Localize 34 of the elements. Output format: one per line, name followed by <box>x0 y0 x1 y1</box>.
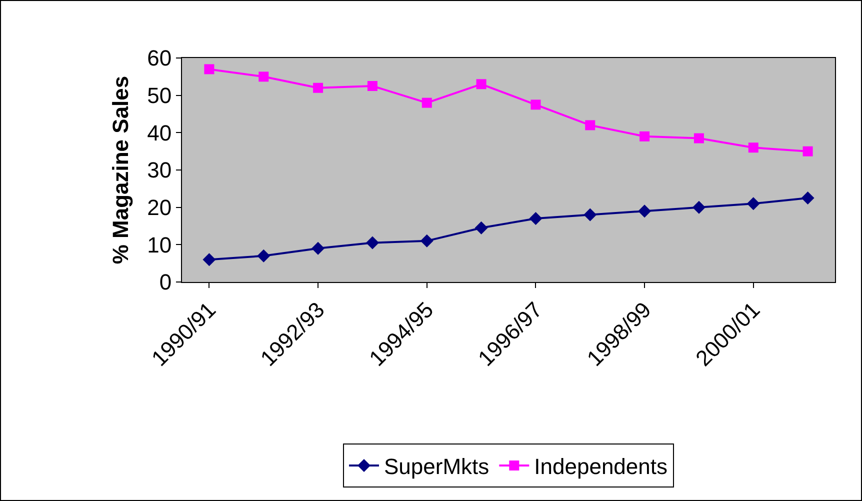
y-tick-label: 60 <box>147 46 172 71</box>
point <box>476 79 486 90</box>
point <box>801 192 814 204</box>
point <box>530 100 541 110</box>
point <box>529 212 542 226</box>
legend-label: SuperMkts <box>384 454 490 480</box>
y-tick-label: 10 <box>147 232 172 258</box>
y-tick-label: 20 <box>147 195 172 220</box>
point <box>638 204 652 218</box>
point <box>367 81 378 91</box>
y-tick-label: 30 <box>147 158 172 183</box>
y-tick-label: 50 <box>147 83 172 108</box>
point <box>202 253 216 266</box>
point <box>584 208 597 222</box>
point <box>640 131 650 142</box>
point <box>422 98 432 108</box>
point <box>802 146 813 156</box>
point <box>258 72 269 82</box>
y-axis-title: % Magazine Sales <box>108 76 133 264</box>
point <box>748 142 758 153</box>
point <box>312 242 325 255</box>
y-tick-label: 0 <box>159 270 172 295</box>
point <box>746 197 760 210</box>
point <box>585 120 596 130</box>
point <box>694 133 704 144</box>
point <box>257 249 270 262</box>
point <box>474 221 488 234</box>
point <box>313 82 324 93</box>
point <box>420 234 434 248</box>
y-tick-label: 40 <box>147 120 172 146</box>
point <box>692 200 706 214</box>
point <box>204 64 214 74</box>
point <box>366 236 379 250</box>
legend-label: Independents <box>534 454 668 480</box>
